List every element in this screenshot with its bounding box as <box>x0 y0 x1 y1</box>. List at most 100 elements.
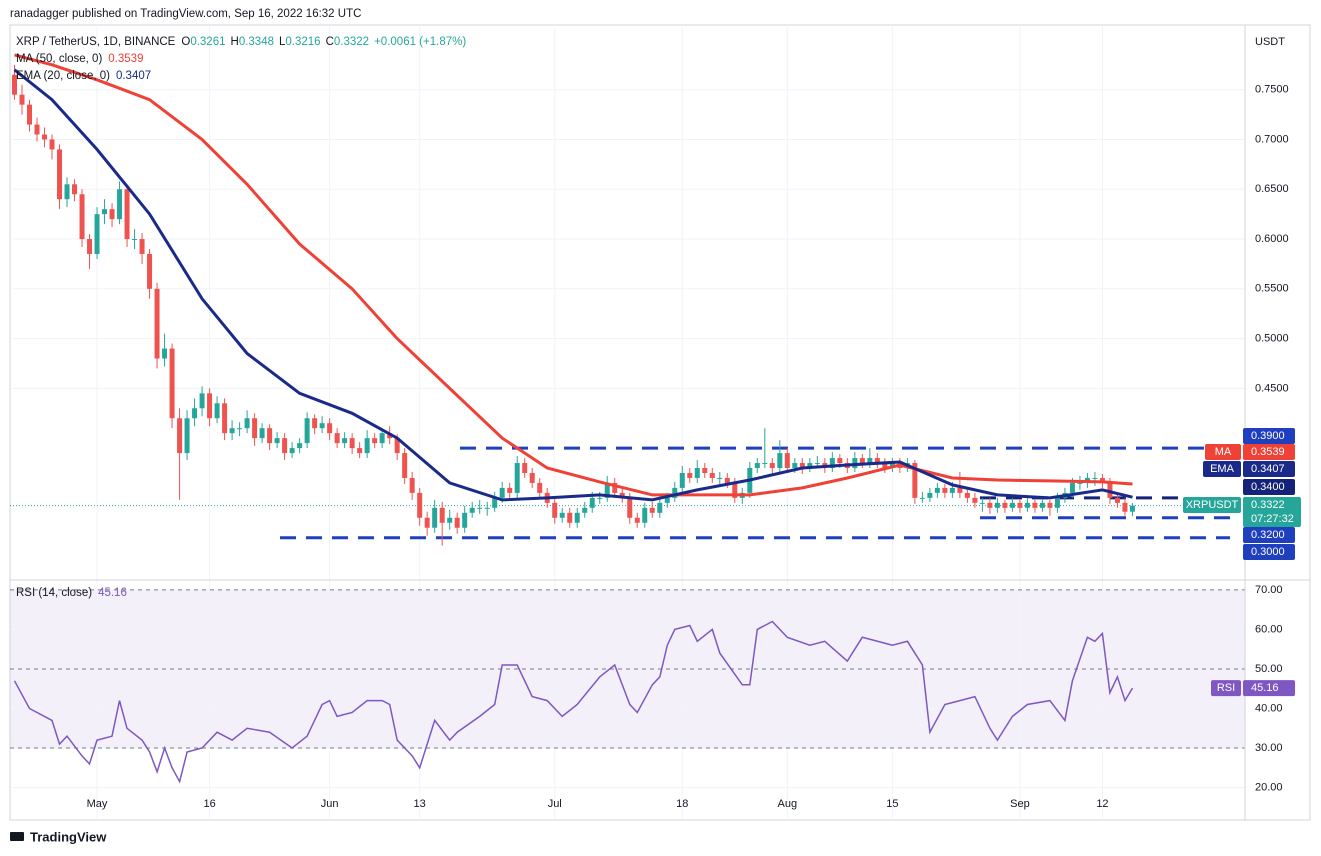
candle-body <box>852 458 858 469</box>
candle-body <box>619 492 625 498</box>
candle-body <box>732 482 738 498</box>
legend-ema: EMA (20, close, 0) 0.3407 <box>16 70 151 82</box>
candle-body <box>979 502 985 504</box>
rsi-tick-label: 70.00 <box>1255 584 1283 596</box>
series-value: 0.3539 <box>1251 446 1285 458</box>
candle-body <box>192 408 198 419</box>
candle-body <box>364 438 370 454</box>
logo-text: TradingView <box>30 829 107 844</box>
ohlc-value: 0.3216 <box>285 36 320 48</box>
candle-body <box>867 458 873 464</box>
level-badge-label: 0.3900 <box>1251 430 1285 442</box>
candle-body <box>162 348 168 359</box>
candle-body <box>199 393 205 409</box>
ma-label: MA (50, close, 0) <box>16 53 102 65</box>
candle-body <box>597 497 603 499</box>
candle-body <box>499 487 505 498</box>
x-tick-label: May <box>87 798 108 810</box>
x-tick-label: 18 <box>676 798 688 810</box>
candle-body <box>447 517 453 523</box>
candle-body <box>934 487 940 493</box>
candle-body <box>207 393 213 419</box>
candle-body <box>462 512 468 528</box>
series-name-badge <box>1205 444 1241 460</box>
x-tick-label: 13 <box>414 798 426 810</box>
candle-body <box>1009 502 1015 508</box>
candle-body <box>72 184 78 195</box>
candle-body <box>814 463 820 465</box>
rsi-tick-label: 30.00 <box>1255 742 1283 754</box>
ohlc-value: 0.3348 <box>239 36 274 48</box>
candle-body <box>439 507 445 523</box>
candle-body <box>927 492 933 498</box>
candle-body <box>919 497 925 499</box>
candle-body <box>214 403 220 419</box>
logo: TradingView <box>10 829 107 844</box>
candle-body <box>1077 482 1083 484</box>
candle-body <box>469 507 475 513</box>
candle-body <box>529 472 535 483</box>
candle-body <box>799 463 805 469</box>
candle-body <box>64 184 70 200</box>
level-badge <box>1243 428 1295 444</box>
ohlc-label: H <box>231 36 239 48</box>
candle-body <box>874 458 880 464</box>
level-badge <box>1243 544 1295 560</box>
level-badge <box>1243 479 1295 495</box>
candle-body <box>349 438 355 449</box>
ma-value: 0.3539 <box>108 53 143 65</box>
y-tick-label: 0.5500 <box>1255 283 1289 295</box>
rsi-line <box>13 620 1134 784</box>
level-badge-label: 0.3200 <box>1251 529 1285 541</box>
candle-body <box>289 448 295 454</box>
candle-body <box>484 507 490 509</box>
candle-body <box>769 463 775 469</box>
candle-body <box>657 502 663 513</box>
candle-body <box>754 463 760 469</box>
x-tick-label: 12 <box>1096 798 1108 810</box>
y-tick-label: 0.4500 <box>1255 382 1289 394</box>
y-tick-label: 0.6000 <box>1255 233 1289 245</box>
candle-body <box>319 423 325 429</box>
candle-body <box>1002 502 1008 508</box>
ema-label: EMA (20, close, 0) <box>16 70 110 82</box>
candle-body <box>694 468 700 478</box>
y-tick-label: 0.7000 <box>1255 133 1289 145</box>
published-line: ranadagger published on TradingView.com,… <box>10 8 361 20</box>
rsi-value-badge <box>1243 680 1295 697</box>
candle-body <box>1069 482 1075 493</box>
series-name-badge <box>1203 461 1241 477</box>
candle-body <box>492 497 498 508</box>
candle-body <box>837 458 843 464</box>
candle-body <box>1054 497 1060 508</box>
candle-body <box>124 189 130 240</box>
series-value-badge <box>1243 461 1295 477</box>
candle-body <box>229 428 235 434</box>
candle-body <box>49 139 55 150</box>
series-name: MA <box>1215 446 1232 458</box>
candle-body <box>589 497 595 508</box>
candle-body <box>717 477 723 479</box>
candle-body <box>777 453 783 469</box>
candle-body <box>94 214 100 254</box>
candle-body <box>432 507 438 528</box>
symbol: XRP / TetherUS, 1D, BINANCE <box>16 36 176 48</box>
ma-ema-line <box>13 68 1133 502</box>
candle-body <box>634 517 640 523</box>
level-badge-label: 0.3000 <box>1251 546 1285 558</box>
rsi-name-badge <box>1211 680 1241 697</box>
candle-body <box>1047 502 1053 508</box>
candle-body <box>312 418 318 429</box>
candle-body <box>507 487 513 493</box>
candle-body <box>402 453 408 478</box>
candle-body <box>454 517 460 528</box>
plot <box>10 25 1245 820</box>
candle-body <box>222 403 228 434</box>
x-tick-label: Jul <box>548 798 562 810</box>
candle-body <box>252 418 258 439</box>
ticker-badge <box>1183 497 1241 513</box>
candle-body <box>1032 502 1038 508</box>
candle-body <box>282 438 288 454</box>
candle-body <box>147 253 153 289</box>
